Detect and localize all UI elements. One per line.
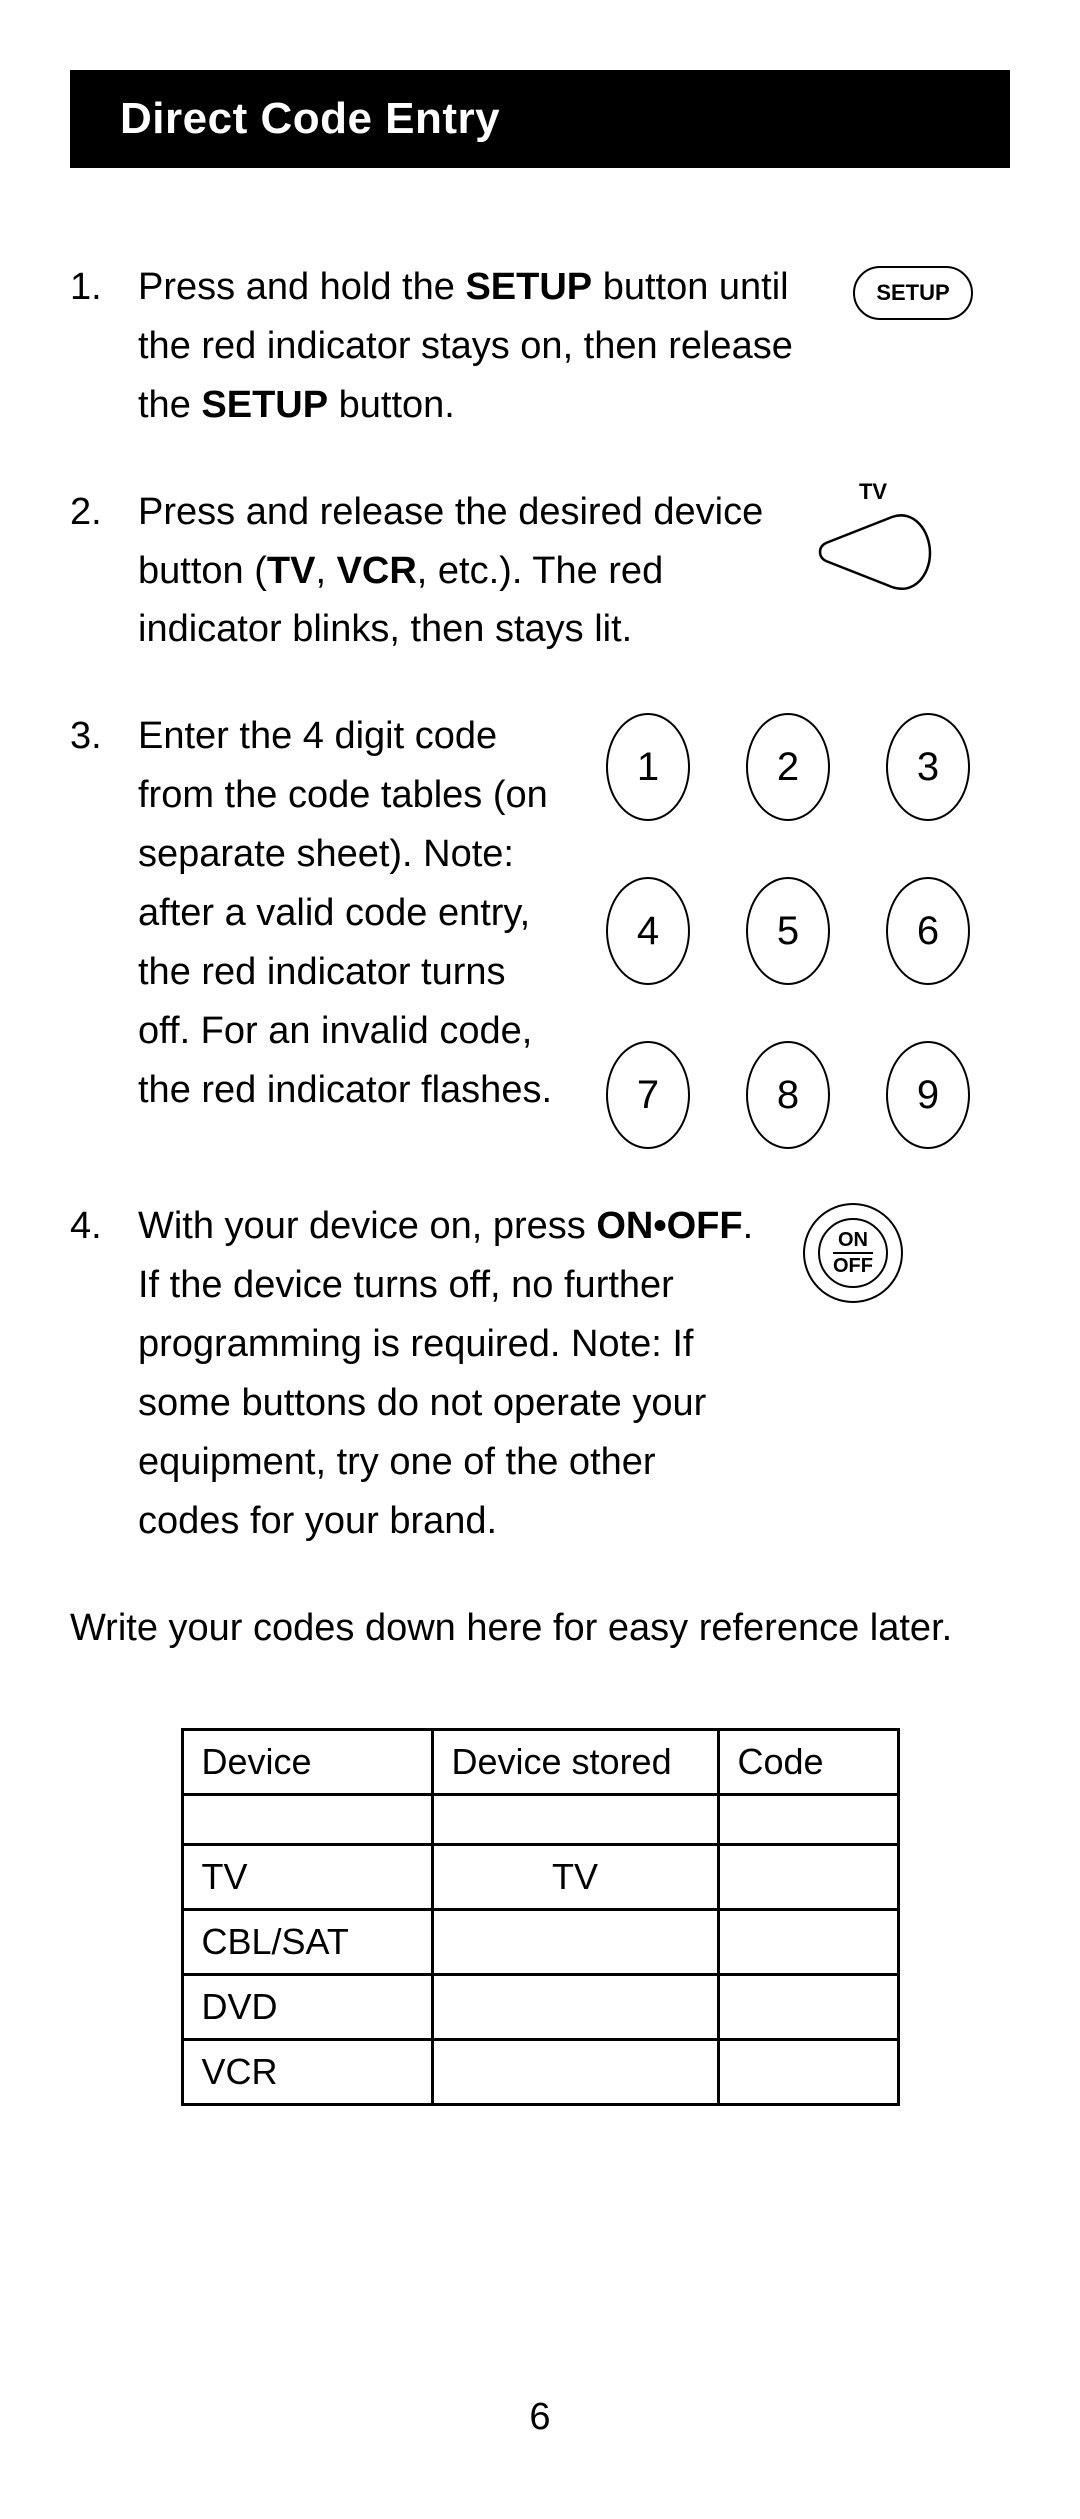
step-number: 3.	[70, 707, 138, 1149]
tv-shape-icon	[814, 513, 932, 591]
step-text: Press and release the desired device but…	[138, 483, 778, 660]
keypad-key: 6	[886, 877, 970, 985]
step-item: 4.With your device on, press ON•OFF. If …	[70, 1197, 1010, 1550]
content-area: 1.Press and hold the SETUP button until …	[70, 168, 1010, 2106]
cell-code	[718, 2039, 898, 2104]
col-device-header: Device	[182, 1729, 432, 1794]
bold-term: TV	[267, 550, 316, 592]
bold-term: SETUP	[201, 384, 328, 426]
onoff-divider	[833, 1252, 873, 1254]
step-body: Enter the 4 digit code from the code tab…	[138, 707, 1010, 1149]
step-body: With your device on, press ON•OFF. If th…	[138, 1197, 1010, 1550]
keypad-key: 2	[746, 713, 830, 821]
cell-device: DVD	[182, 1974, 432, 2039]
onoff-on-label: ON	[838, 1230, 868, 1250]
table-cell	[432, 1794, 718, 1844]
cell-device: CBL/SAT	[182, 1909, 432, 1974]
section-title: Direct Code Entry	[70, 70, 1010, 168]
keypad-key: 7	[606, 1041, 690, 1149]
cell-code	[718, 1909, 898, 1974]
tv-label: TV	[859, 475, 887, 509]
steps-list: 1.Press and hold the SETUP button until …	[70, 258, 1010, 1551]
step-text: With your device on, press ON•OFF. If th…	[138, 1197, 758, 1550]
col-stored-header: Device stored	[432, 1729, 718, 1794]
page-number: 6	[0, 2396, 1080, 2439]
table-row: DVD	[182, 1974, 898, 2039]
keypad-key: 1	[606, 713, 690, 821]
step-number: 4.	[70, 1197, 138, 1550]
step-body: Press and hold the SETUP button until th…	[138, 258, 1010, 435]
onoff-button-icon: ON OFF	[803, 1203, 903, 1303]
manual-page: Direct Code Entry 1.Press and hold the S…	[0, 0, 1080, 2106]
bold-term: ON•OFF	[596, 1205, 742, 1247]
table-row: CBL/SAT	[182, 1909, 898, 1974]
text-run: ,	[315, 550, 336, 592]
keypad-key: 3	[886, 713, 970, 821]
step-item: 3.Enter the 4 digit code from the code t…	[70, 707, 1010, 1149]
keypad-key: 9	[886, 1041, 970, 1149]
keypad-icon: 123 456 789	[606, 713, 970, 1149]
text-run: . If the device turns off, no further pr…	[138, 1205, 753, 1541]
cell-stored: TV	[432, 1844, 718, 1909]
cell-code	[718, 1974, 898, 2039]
table-row: TVTV	[182, 1844, 898, 1909]
table-cell	[182, 1794, 432, 1844]
keypad-key: 4	[606, 877, 690, 985]
step-text: Enter the 4 digit code from the code tab…	[138, 707, 568, 1149]
text-run: Press and hold the	[138, 266, 465, 308]
step-text: Press and hold the SETUP button until th…	[138, 258, 818, 435]
step-figure: 123 456 789	[598, 707, 978, 1149]
setup-button-icon: SETUP	[853, 266, 973, 320]
onoff-inner: ON OFF	[818, 1218, 888, 1288]
step-figure: TV	[808, 483, 938, 660]
cell-stored	[432, 1909, 718, 1974]
tv-button-icon: TV	[814, 475, 932, 591]
step-item: 2.Press and release the desired device b…	[70, 483, 1010, 660]
step-body: Press and release the desired device but…	[138, 483, 1010, 660]
table-cell	[718, 1794, 898, 1844]
onoff-off-label: OFF	[833, 1256, 873, 1276]
step-figure: SETUP	[848, 258, 978, 435]
bold-term: VCR	[337, 550, 417, 592]
table-row: VCR	[182, 2039, 898, 2104]
cell-device: VCR	[182, 2039, 432, 2104]
text-run: Enter the 4 digit code from the code tab…	[138, 715, 552, 1110]
text-run: With your device on, press	[138, 1205, 596, 1247]
step-number: 1.	[70, 258, 138, 435]
step-figure: ON OFF	[788, 1197, 918, 1550]
cell-code	[718, 1844, 898, 1909]
col-code-header: Code	[718, 1729, 898, 1794]
table-header-row: Device Device stored Code	[182, 1729, 898, 1794]
table-spacer-row	[182, 1794, 898, 1844]
write-codes-text: Write your codes down here for easy refe…	[70, 1599, 1010, 1658]
cell-stored	[432, 2039, 718, 2104]
text-run: button.	[328, 384, 455, 426]
code-table: Device Device stored Code TVTVCBL/SATDVD…	[181, 1728, 900, 2106]
step-item: 1.Press and hold the SETUP button until …	[70, 258, 1010, 435]
cell-stored	[432, 1974, 718, 2039]
bold-term: SETUP	[465, 266, 592, 308]
keypad-key: 5	[746, 877, 830, 985]
cell-device: TV	[182, 1844, 432, 1909]
step-number: 2.	[70, 483, 138, 660]
keypad-key: 8	[746, 1041, 830, 1149]
